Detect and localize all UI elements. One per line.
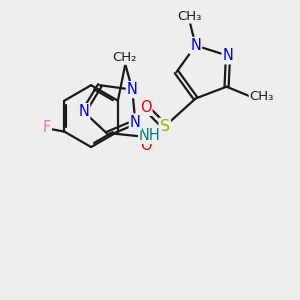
Text: NH: NH [139, 128, 161, 143]
Text: F: F [43, 120, 51, 135]
Text: S: S [160, 119, 170, 134]
Text: CH₃: CH₃ [178, 10, 202, 22]
Text: N: N [127, 82, 138, 97]
Text: N: N [78, 104, 89, 119]
Text: O: O [140, 138, 152, 153]
Text: O: O [140, 100, 152, 115]
Text: N: N [190, 38, 201, 53]
Text: CH₃: CH₃ [250, 91, 274, 103]
Text: N: N [130, 115, 141, 130]
Text: CH₂: CH₂ [113, 51, 137, 64]
Text: N: N [223, 48, 233, 63]
